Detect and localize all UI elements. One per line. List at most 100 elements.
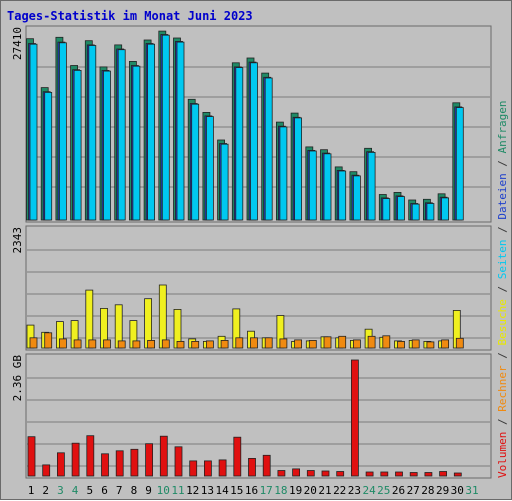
bar-rechner-day-23 xyxy=(352,339,361,349)
bar-seiten-day-7 xyxy=(117,49,126,221)
x-tick-label: 22 xyxy=(333,484,346,497)
bar-volumen-day-5 xyxy=(86,435,95,477)
x-tick-label: 19 xyxy=(289,484,302,497)
bar-rechner-day-10 xyxy=(161,339,170,349)
panel-bottom: 2.36 GB xyxy=(11,353,492,479)
bar-seiten-day-1 xyxy=(29,43,38,221)
bar-seiten-day-12 xyxy=(191,103,200,221)
bar-volumen-day-22 xyxy=(336,471,345,477)
bar-volumen-day-3 xyxy=(57,452,65,477)
bar-volumen-day-7 xyxy=(115,450,124,477)
bar-volumen-day-30 xyxy=(453,472,462,477)
bar-rechner-day-27 xyxy=(411,339,420,349)
x-tick-label: 17 xyxy=(260,484,273,497)
bar-seiten-day-8 xyxy=(132,65,141,221)
bar-seiten-day-29 xyxy=(441,197,450,221)
bar-volumen-day-9 xyxy=(145,443,154,477)
bar-seiten-day-30 xyxy=(455,107,464,221)
x-tick-label: 31 xyxy=(465,484,478,497)
bar-volumen-day-24 xyxy=(365,471,374,477)
x-tick-label: 21 xyxy=(318,484,331,497)
bar-seiten-day-2 xyxy=(44,92,53,221)
bar-besuche-day-5 xyxy=(85,289,94,349)
bar-rechner-day-12 xyxy=(191,340,200,349)
x-axis-labels: 1 2 3 4 5 6 7 8 9 10 11 12 13 14 15 16 17 18 19 20 21 22 23 24 2… xyxy=(28,484,479,497)
bar-volumen-day-23 xyxy=(350,359,359,477)
bar-volumen-day-16 xyxy=(248,457,256,477)
bar-seiten-day-22 xyxy=(338,170,347,221)
bar-volumen-day-13 xyxy=(203,460,212,477)
bar-volumen-day-15 xyxy=(233,436,242,477)
y-max-label: 2.36 GB xyxy=(11,355,24,402)
bar-volumen-day-2 xyxy=(42,464,51,477)
bar-rechner-day-2 xyxy=(44,332,53,349)
bar-rechner-day-14 xyxy=(220,339,229,349)
x-tick-label: 24 xyxy=(362,484,376,497)
chart-title: Tages-Statistik im Monat Juni 2023 xyxy=(7,9,253,23)
panel-bottom-plot-area xyxy=(25,353,492,479)
bar-rechner-day-7 xyxy=(117,340,126,349)
bar-rechner-day-13 xyxy=(205,340,214,349)
bar-rechner-day-15 xyxy=(235,337,244,349)
bar-volumen-day-10 xyxy=(159,435,168,477)
x-tick-label: 18 xyxy=(274,484,287,497)
bar-seiten-day-14 xyxy=(220,143,229,221)
bar-volumen-day-28 xyxy=(424,472,433,477)
bar-seiten-day-19 xyxy=(294,117,303,221)
bar-rechner-day-24 xyxy=(367,335,376,349)
legend: Volumen / Rechner / Besuche / Seiten / D… xyxy=(496,100,509,478)
legend-separator: / xyxy=(496,220,509,240)
x-tick-label: 7 xyxy=(116,484,123,497)
x-tick-label: 13 xyxy=(201,484,214,497)
bar-rechner-day-1 xyxy=(29,337,38,349)
bar-besuche-day-10 xyxy=(158,284,167,349)
bar-rechner-day-18 xyxy=(279,338,288,349)
x-tick-label: 16 xyxy=(245,484,258,497)
bar-rechner-day-3 xyxy=(59,338,67,349)
x-tick-label: 8 xyxy=(131,484,138,497)
bar-seiten-day-15 xyxy=(235,67,244,221)
bar-volumen-day-17 xyxy=(262,454,271,477)
bar-seiten-day-28 xyxy=(426,203,435,221)
legend-separator: / xyxy=(496,279,509,299)
y-max-label: 27410 xyxy=(11,27,24,60)
bar-volumen-day-6 xyxy=(101,453,109,477)
y-max-label: 2343 xyxy=(11,227,24,254)
legend-separator: / xyxy=(496,412,509,432)
bar-volumen-day-1 xyxy=(27,436,36,477)
x-tick-label: 25 xyxy=(377,484,390,497)
bar-volumen-day-19 xyxy=(292,468,301,477)
x-tick-label: 29 xyxy=(436,484,449,497)
x-tick-label: 20 xyxy=(304,484,317,497)
bar-volumen-day-25 xyxy=(380,471,389,477)
x-tick-label: 26 xyxy=(392,484,405,497)
bar-rechner-day-21 xyxy=(323,336,332,349)
bar-seiten-day-18 xyxy=(279,126,288,221)
x-tick-label: 6 xyxy=(101,484,108,497)
legend-item-dateien: Dateien xyxy=(496,173,509,219)
bar-rechner-day-25 xyxy=(382,335,391,349)
bar-seiten-day-27 xyxy=(411,203,420,221)
bar-seiten-day-21 xyxy=(323,153,332,221)
bar-volumen-day-11 xyxy=(174,446,183,477)
bar-seiten-day-24 xyxy=(367,151,376,221)
bar-volumen-day-18 xyxy=(277,470,286,477)
legend-separator: / xyxy=(496,153,509,173)
legend-item-besuche: Besuche xyxy=(496,299,509,345)
bar-seiten-day-11 xyxy=(176,41,185,221)
bar-volumen-day-27 xyxy=(409,472,418,477)
x-tick-label: 2 xyxy=(42,484,49,497)
bar-rechner-day-26 xyxy=(397,340,405,349)
panel-middle-plot-area xyxy=(25,225,492,351)
bar-seiten-day-26 xyxy=(397,196,405,221)
x-tick-label: 5 xyxy=(86,484,93,497)
x-tick-label: 10 xyxy=(157,484,170,497)
legend-item-seiten: Seiten xyxy=(496,240,509,280)
x-tick-label: 9 xyxy=(145,484,152,497)
bar-rechner-day-16 xyxy=(250,337,258,349)
bar-seiten-day-4 xyxy=(73,70,82,221)
panel-middle: 2343 xyxy=(11,225,492,351)
legend-separator: / xyxy=(496,346,509,366)
